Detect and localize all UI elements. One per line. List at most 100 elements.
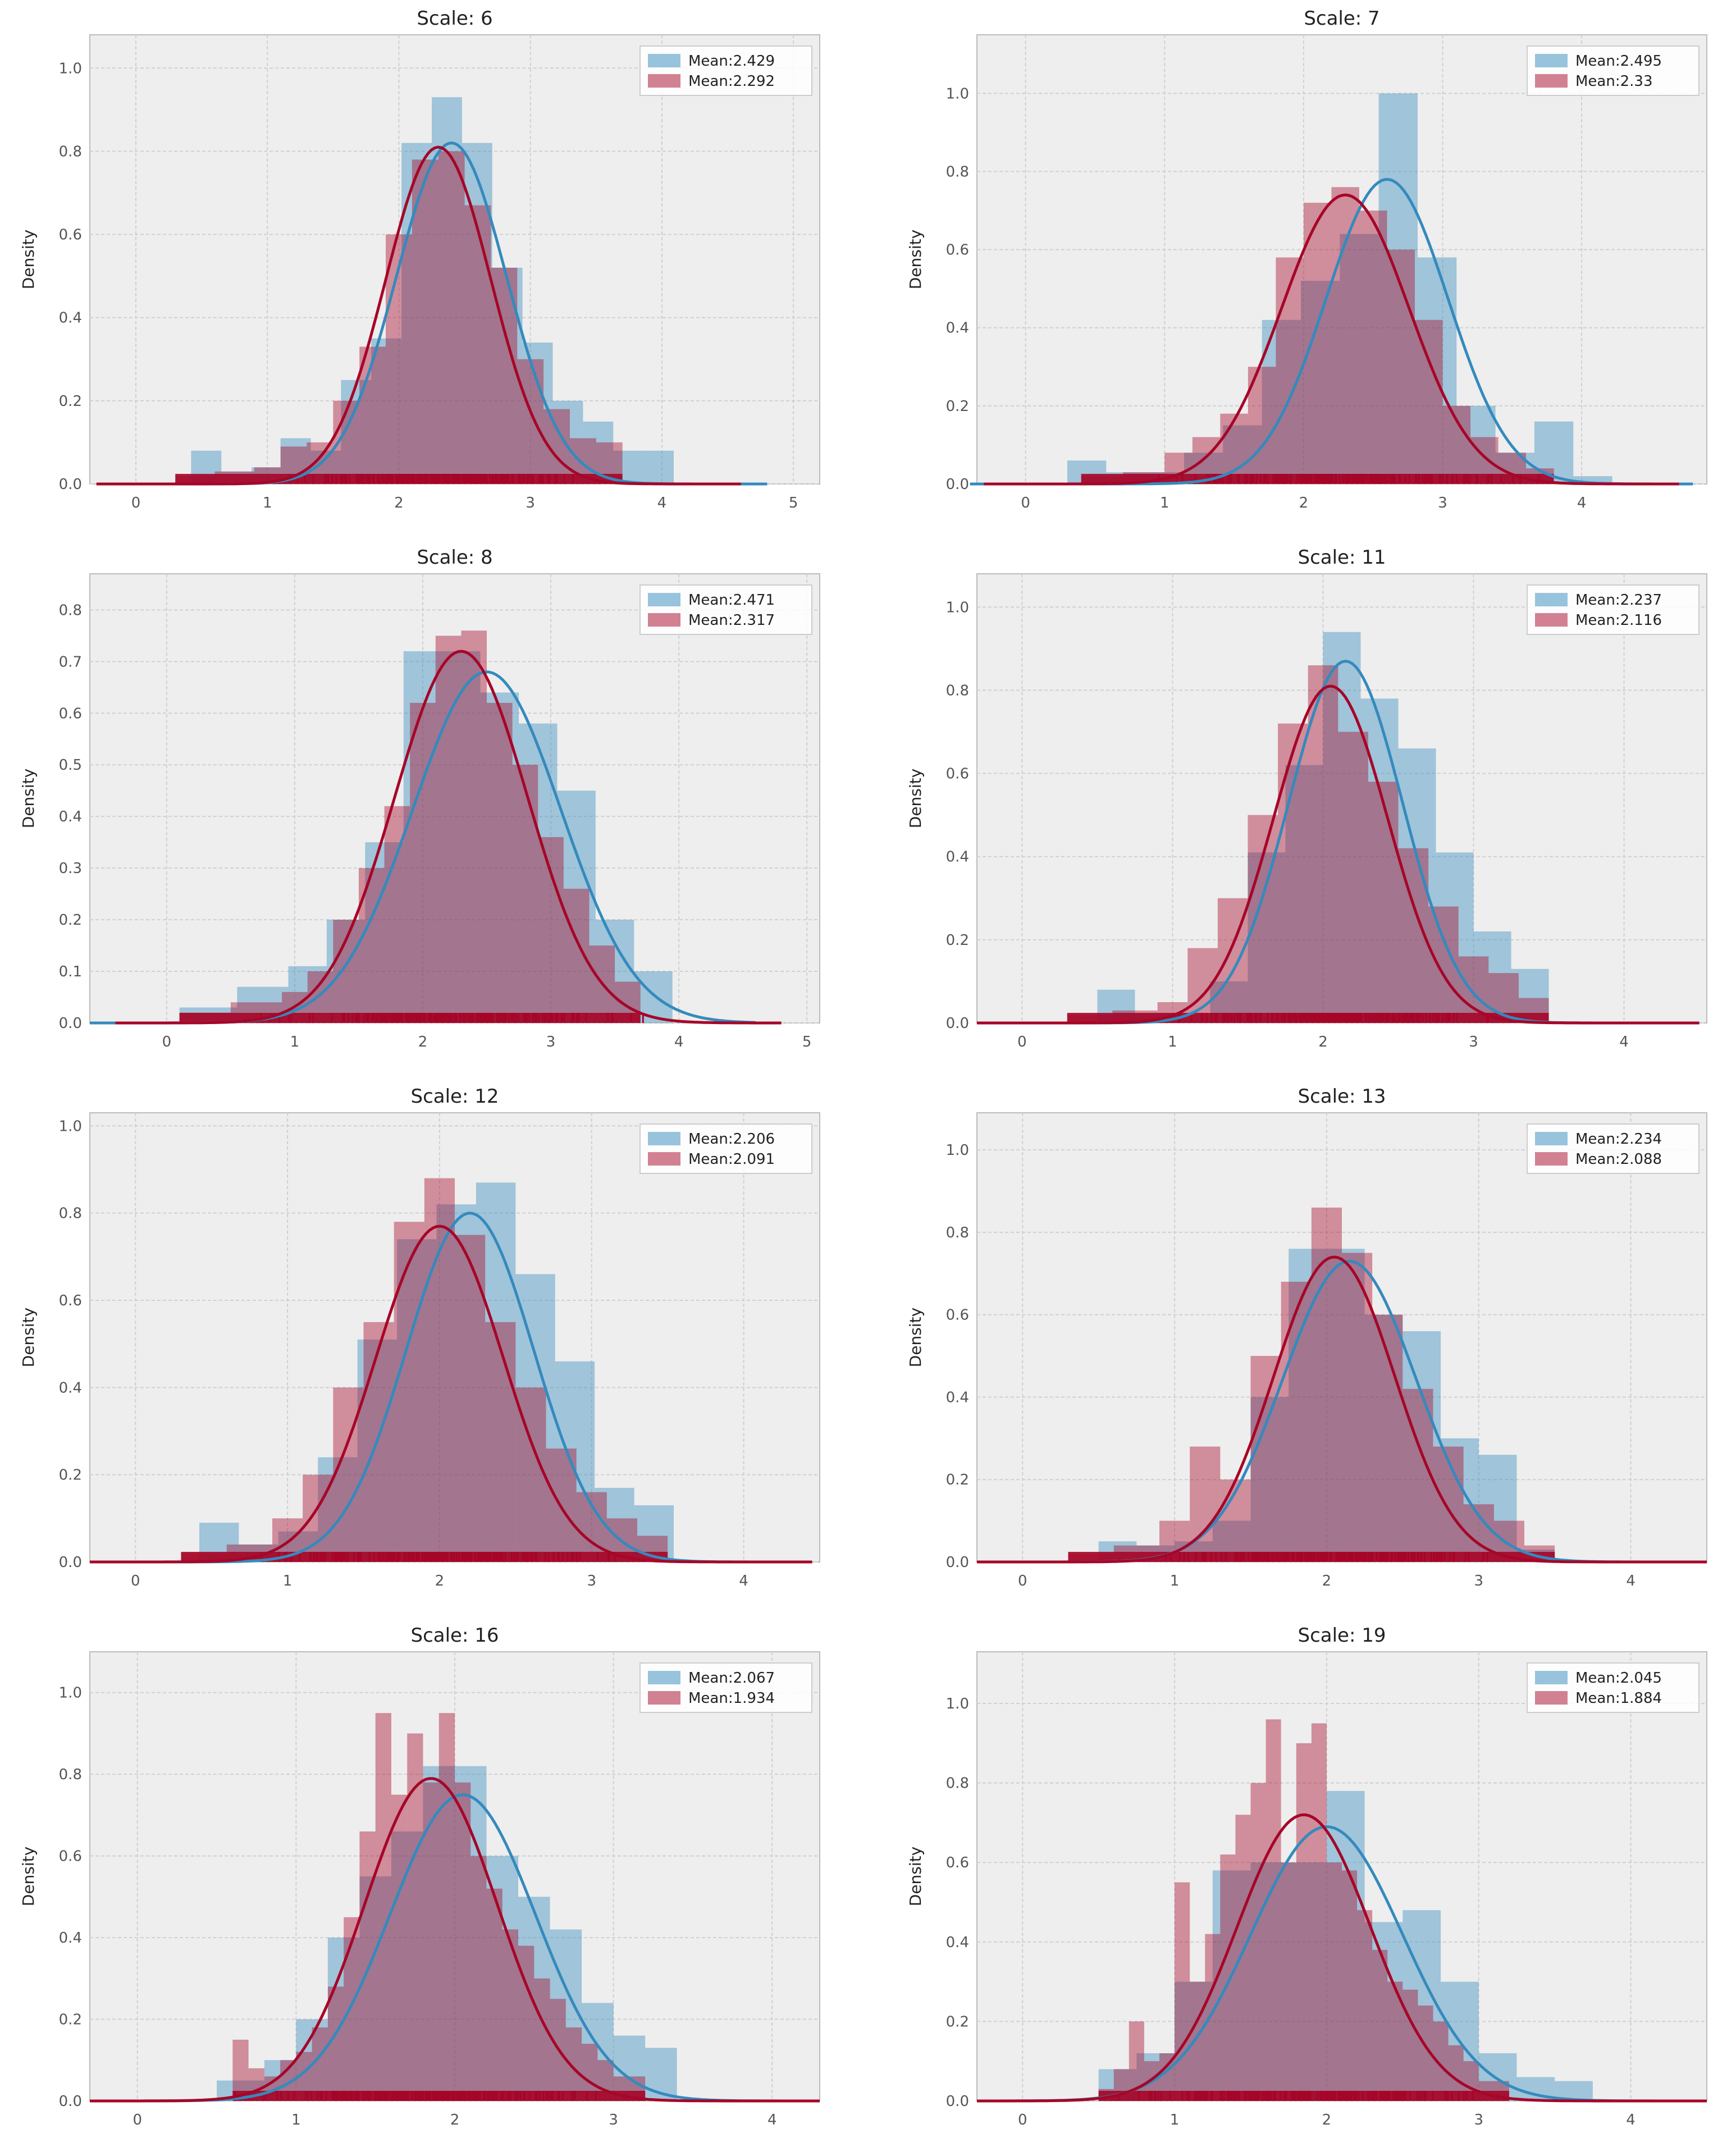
y-tick-label: 0.0 xyxy=(946,476,969,493)
x-tick-label: 1 xyxy=(290,1034,300,1050)
blue-hist-bar xyxy=(1340,234,1379,484)
red-hist-bar xyxy=(512,765,538,1023)
red-kde-line xyxy=(984,193,1679,486)
legend: Mean:2.206 Mean:2.091 xyxy=(639,1123,812,1174)
red-hist-bar xyxy=(464,205,491,484)
y-axis-label: Density xyxy=(906,1308,925,1367)
legend: Mean:2.429 Mean:2.292 xyxy=(639,45,812,96)
rug-band xyxy=(1098,2091,1509,2101)
red-hist-bar xyxy=(470,1856,487,2101)
red-hist-bar xyxy=(515,1387,546,1562)
red-hist-bar xyxy=(1248,367,1276,484)
y-tick-label: 0.0 xyxy=(946,2093,969,2110)
y-tick-label: 0.2 xyxy=(59,912,82,929)
x-tick-label: 1 xyxy=(1170,2112,1180,2128)
red-hist-bar xyxy=(1175,1882,1190,2101)
blue-hist-bar xyxy=(1364,1922,1403,2101)
chart-title: Scale: 12 xyxy=(410,1085,499,1108)
y-tick-label: 0.8 xyxy=(946,682,969,699)
subplot-7: 0 1 2 3 4 0.0 0.2 0.4 0.6 0.8 1.0 Scale: 16 Density M… xyxy=(19,1624,820,2128)
x-tick-label: 1 xyxy=(263,495,272,511)
legend-entry: Mean:2.237 xyxy=(1575,592,1662,609)
chart-title: Scale: 19 xyxy=(1298,1624,1386,1647)
blue-hist-bar xyxy=(1364,1314,1403,1562)
blue-hist-bar xyxy=(432,97,462,485)
blue-hist-bar xyxy=(391,1831,423,2101)
red-hist-bar xyxy=(534,1978,550,2101)
red-hist-bar xyxy=(344,1917,360,2101)
y-tick-label: 0.8 xyxy=(946,1775,969,1792)
axes-panel xyxy=(89,1112,820,1563)
red-hist-bar xyxy=(1357,1910,1373,2101)
y-tick-label: 0.8 xyxy=(59,1205,82,1222)
rug-plot xyxy=(179,1013,644,1023)
y-axis-label: Density xyxy=(906,769,925,828)
red-hist-bar xyxy=(487,702,513,1023)
x-tick-label: 4 xyxy=(1626,2112,1636,2128)
subplot-1: 0 1 2 3 4 5 0.0 0.2 0.4 0.6 0.8 1.0 Scale: 6 Density M… xyxy=(19,7,820,511)
x-tick-label: 5 xyxy=(802,1034,812,1050)
y-tick-label: 0.4 xyxy=(946,1389,969,1406)
chart-title: Scale: 13 xyxy=(1298,1085,1386,1108)
y-tick-label: 0.2 xyxy=(59,2012,82,2029)
x-tick-label: 4 xyxy=(1619,1034,1629,1050)
red-hist-bar xyxy=(1190,1446,1221,1562)
chart-title: Scale: 8 xyxy=(417,546,492,569)
y-tick-label: 0.4 xyxy=(946,849,969,866)
red-hist-bar xyxy=(423,1782,439,2101)
y-tick-label: 0.6 xyxy=(59,227,82,244)
rug-plot xyxy=(1098,2091,1509,2101)
legend-swatch-blue xyxy=(648,1132,680,1145)
rug-band xyxy=(179,1013,641,1023)
y-tick-label: 0.6 xyxy=(59,1848,82,1865)
y-tick-label: 0.4 xyxy=(946,320,969,337)
red-hist-bar xyxy=(333,1387,364,1562)
red-kde-line xyxy=(90,1225,812,1564)
x-tick-label: 3 xyxy=(587,1573,596,1589)
red-hist-bar xyxy=(394,1222,424,1562)
red-hist-bar xyxy=(1187,948,1218,1023)
red-hist-bar xyxy=(410,702,436,1023)
red-hist-bar xyxy=(1402,1989,1418,2101)
y-tick-label: 0.0 xyxy=(946,1015,969,1032)
legend-entry: Mean:2.429 xyxy=(688,53,775,70)
blue-hist-bar xyxy=(1250,1862,1289,2101)
red-hist-bar xyxy=(538,837,564,1023)
x-tick-label: 3 xyxy=(546,1034,556,1050)
red-hist-bar xyxy=(359,346,386,484)
subplot-8: 0 1 2 3 4 0.0 0.2 0.4 0.6 0.8 1.0 Scale: 19 Density M… xyxy=(906,1624,1707,2128)
red-hist-bar xyxy=(424,1178,455,1562)
red-hist-bar xyxy=(386,234,412,484)
legend: Mean:2.471 Mean:2.317 xyxy=(639,584,812,635)
blue-hist-bar xyxy=(371,338,402,484)
blue-hist-bar xyxy=(1360,698,1399,1023)
y-tick-label: 0.1 xyxy=(59,963,82,980)
red-hist-bar xyxy=(1372,1949,1388,2101)
y-tick-label: 0.6 xyxy=(946,242,969,259)
y-tick-label: 0.8 xyxy=(946,1225,969,1241)
y-tick-label: 0.7 xyxy=(59,654,82,670)
blue-hist-bar xyxy=(357,1339,398,1562)
x-tick-label: 4 xyxy=(768,2112,777,2128)
blue-hist-bar xyxy=(403,651,442,1023)
red-hist-bar xyxy=(486,1888,502,2101)
x-tick-label: 0 xyxy=(1018,2112,1027,2128)
y-tick-label: 0.8 xyxy=(59,143,82,160)
axes-panel xyxy=(89,34,820,485)
legend: Mean:2.234 Mean:2.088 xyxy=(1527,1123,1700,1174)
red-hist-bar xyxy=(461,631,487,1023)
red-hist-bar xyxy=(1326,1862,1342,2101)
x-tick-label: 4 xyxy=(674,1034,684,1050)
blue-hist-bar xyxy=(423,1766,455,2101)
red-hist-bar xyxy=(1303,203,1332,484)
x-tick-label: 1 xyxy=(291,2112,301,2128)
chart-title: Scale: 7 xyxy=(1304,7,1379,30)
red-hist-bar xyxy=(1248,815,1278,1023)
rug-plot xyxy=(1068,1552,1555,1562)
y-tick-label: 0.2 xyxy=(59,1467,82,1484)
y-tick-label: 1.0 xyxy=(946,1142,969,1159)
red-hist-bar xyxy=(1308,665,1338,1023)
y-axis-label: Density xyxy=(19,230,38,289)
rug-band xyxy=(1068,1552,1555,1562)
x-tick-label: 0 xyxy=(1017,1034,1027,1050)
